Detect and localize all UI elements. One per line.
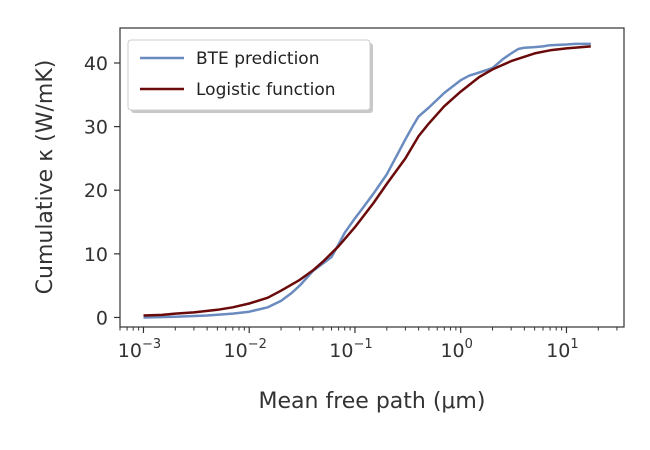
legend: BTE prediction Logistic function xyxy=(127,39,373,113)
x-axis-ticks: 10−3 10−2 10−1 100 101 xyxy=(118,327,618,362)
y-tick-label: 20 xyxy=(84,180,108,202)
y-tick-label: 40 xyxy=(84,53,108,75)
y-tick-label: 30 xyxy=(84,117,108,139)
x-tick-label: 101 xyxy=(546,337,578,362)
y-axis-ticks: 0 10 20 30 40 xyxy=(84,53,120,329)
legend-label-bte: BTE prediction xyxy=(196,49,319,69)
legend-box xyxy=(127,39,371,111)
series-line-logistic-function xyxy=(143,45,591,317)
legend-label-logistic: Logistic function xyxy=(196,80,336,100)
y-tick-label: 0 xyxy=(96,307,108,329)
x-tick-label: 10−3 xyxy=(118,337,161,362)
y-tick-label: 10 xyxy=(84,244,108,266)
x-axis-label: Mean free path (μm) xyxy=(259,389,486,414)
y-axis-label: Cumulative κ (W/mK) xyxy=(33,60,58,295)
x-tick-label: 10−1 xyxy=(329,337,372,362)
x-tick-label: 10−2 xyxy=(224,337,267,362)
x-tick-label: 100 xyxy=(440,337,472,362)
series-line-bte-prediction xyxy=(143,42,591,319)
series-lines xyxy=(143,42,591,319)
